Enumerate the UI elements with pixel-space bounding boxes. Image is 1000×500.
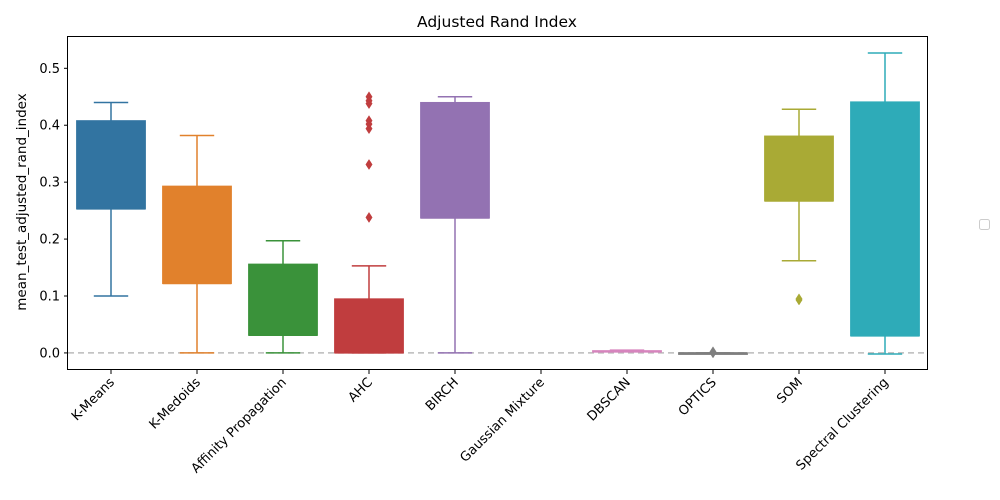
box-group bbox=[334, 91, 404, 354]
outlier-point bbox=[709, 346, 717, 358]
x-tick-label: BIRCH bbox=[423, 375, 462, 414]
box-body bbox=[850, 101, 920, 337]
y-tick-label: 0.4 bbox=[39, 119, 60, 134]
x-tick-label: DBSCAN bbox=[585, 375, 634, 424]
x-tick-label: Gaussian Mixture bbox=[458, 375, 548, 465]
box-group bbox=[764, 108, 834, 306]
box-group bbox=[592, 349, 662, 353]
box-body bbox=[334, 298, 404, 354]
x-tick-label: OPTICS bbox=[676, 375, 720, 419]
y-axis-label: mean_test_adjusted_rand_index bbox=[14, 93, 30, 310]
box-group bbox=[678, 346, 748, 359]
box-body bbox=[76, 120, 146, 210]
x-tick-label: SOM bbox=[774, 375, 806, 407]
x-tick-label: Affinity Propagation bbox=[189, 375, 290, 476]
plot-area bbox=[68, 52, 928, 359]
outlier-point bbox=[365, 91, 373, 103]
box-group bbox=[850, 52, 920, 355]
y-tick-label: 0.5 bbox=[39, 62, 60, 77]
x-tick-label: K-Medoids bbox=[147, 375, 204, 432]
outlier-point bbox=[365, 211, 373, 223]
chart-title: Adjusted Rand Index bbox=[417, 13, 577, 31]
outlier-point bbox=[795, 293, 803, 305]
x-tick-label: AHC bbox=[346, 375, 376, 405]
box-group bbox=[162, 134, 232, 354]
outlier-point bbox=[365, 159, 373, 170]
box-group bbox=[248, 240, 318, 354]
outlier-point bbox=[365, 115, 373, 127]
box-group bbox=[76, 101, 146, 297]
y-tick-label: 0.1 bbox=[39, 290, 60, 305]
box-group bbox=[420, 96, 490, 354]
y-tick-label: 0.2 bbox=[39, 233, 60, 248]
box-body bbox=[248, 263, 318, 336]
y-tick-label: 0.0 bbox=[39, 346, 60, 361]
plot-frame bbox=[67, 36, 928, 370]
x-tick-label: K-Means bbox=[69, 375, 118, 424]
box-body bbox=[162, 185, 232, 284]
box-body bbox=[420, 101, 490, 219]
x-tick-label: Spectral Clustering bbox=[794, 375, 892, 473]
box-body bbox=[764, 135, 834, 202]
legend-box bbox=[979, 219, 990, 230]
y-tick-label: 0.3 bbox=[39, 176, 60, 191]
